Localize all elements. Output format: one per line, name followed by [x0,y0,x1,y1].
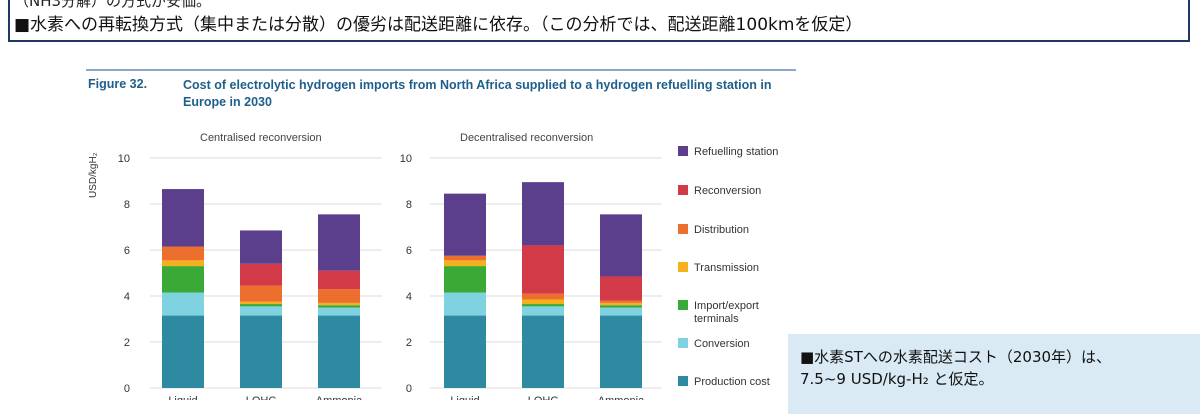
bar-segment [162,315,204,388]
y-tick-label: 4 [406,291,412,303]
legend-label: Reconversion [694,185,761,197]
legend-label: Refuelling station [694,146,778,158]
bar-segment [600,276,642,301]
legend-swatch [678,224,688,234]
bar-segment [240,306,282,316]
bar-segment [318,307,360,316]
bar-segment [522,299,564,305]
bar-segment [600,315,642,388]
y-tick-label: 8 [406,199,412,211]
bar-segment [162,292,204,316]
bar-segment [318,270,360,290]
legend-swatch [678,146,688,156]
y-tick-label: 0 [406,383,412,395]
y-tick-label: 8 [124,199,130,211]
bar-segment [162,266,204,293]
bar-segment [522,245,564,294]
y-tick-label: 4 [124,291,130,303]
bar-segment [522,182,564,246]
bar-segment [600,302,642,306]
bar-segment [522,306,564,316]
note-line-2: 7.5~9 USD/kg-H₂ と仮定。 [800,370,994,388]
y-tick-label: 6 [124,245,130,257]
header-box [8,0,1190,42]
bar-segment [318,302,360,306]
bar-segment [240,315,282,388]
bar-segment [162,246,204,261]
bar-segment [240,301,282,305]
x-tick-label: Liquid [168,395,197,400]
legend-label: terminals [694,313,739,325]
legend-label: Production cost [694,376,770,388]
bar-segment [444,255,486,261]
y-tick-label: 10 [118,153,130,165]
header-line-2: ■水素への再転換方式（集中または分散）の優劣は配送距離に依存。（この分析では、配… [14,15,863,35]
bar-segment [600,307,642,316]
bar-segment [522,293,564,300]
x-tick-label: LOHC [246,395,277,400]
bar-segment [162,260,204,267]
note-line-1: ■水素STへの水素配送コスト（2030年）は、 [800,348,1112,366]
panel-title-decentralised: Decentralised reconversion [460,132,594,144]
bar-segment [600,300,642,303]
legend-swatch [678,376,688,386]
x-tick-label: LOHC [528,395,559,400]
figure-rule [86,69,796,71]
legend-label: Import/export [694,300,759,312]
y-tick-label: 2 [406,337,412,349]
x-tick-label: Ammonia [598,395,645,400]
bar-segment [318,315,360,388]
bar-segment [240,285,282,302]
legend-swatch [678,262,688,272]
bar-segment [318,305,360,308]
note-text: ■水素STへの水素配送コスト（2030年）は、 7.5~9 USD/kg-H₂ … [800,346,1111,390]
y-tick-label: 10 [400,153,412,165]
figure-label: Figure 32. [88,77,148,91]
y-tick-label: 0 [124,383,130,395]
legend-label: Distribution [694,224,749,236]
bar-segment [318,289,360,303]
y-tick-label: 6 [406,245,412,257]
bar-segment [600,305,642,308]
bar-segment [318,214,360,271]
bar-segment [600,214,642,277]
bar-segment [444,193,486,256]
bar-segment [444,266,486,293]
legend-swatch [678,338,688,348]
legend-swatch [678,185,688,195]
bar-segment [444,315,486,388]
legend-swatch [678,300,688,310]
bar-segment [444,260,486,267]
bar-segment [240,263,282,286]
bar-segment [162,189,204,247]
panel-title-centralised: Centralised reconversion [200,132,322,144]
bar-segment [522,304,564,307]
x-tick-label: Liquid [450,395,479,400]
x-tick-label: Ammonia [316,395,363,400]
header-line-1: （NH3分解）の方式が安価。 [14,0,212,10]
y-tick-label: 2 [124,337,130,349]
bar-segment [444,292,486,316]
legend-label: Conversion [694,338,750,350]
stacked-bar-chart: 0 2 4 6 8 10 Liquid LOHC Ammonia 0 2 4 6 8 10 Liquid LOH… [118,146,778,400]
bar-segment [522,315,564,388]
bar-segment [240,304,282,307]
figure-title: Cost of electrolytic hydrogen imports fr… [183,78,772,109]
bar-segment [240,230,282,264]
legend-label: Transmission [694,262,759,274]
